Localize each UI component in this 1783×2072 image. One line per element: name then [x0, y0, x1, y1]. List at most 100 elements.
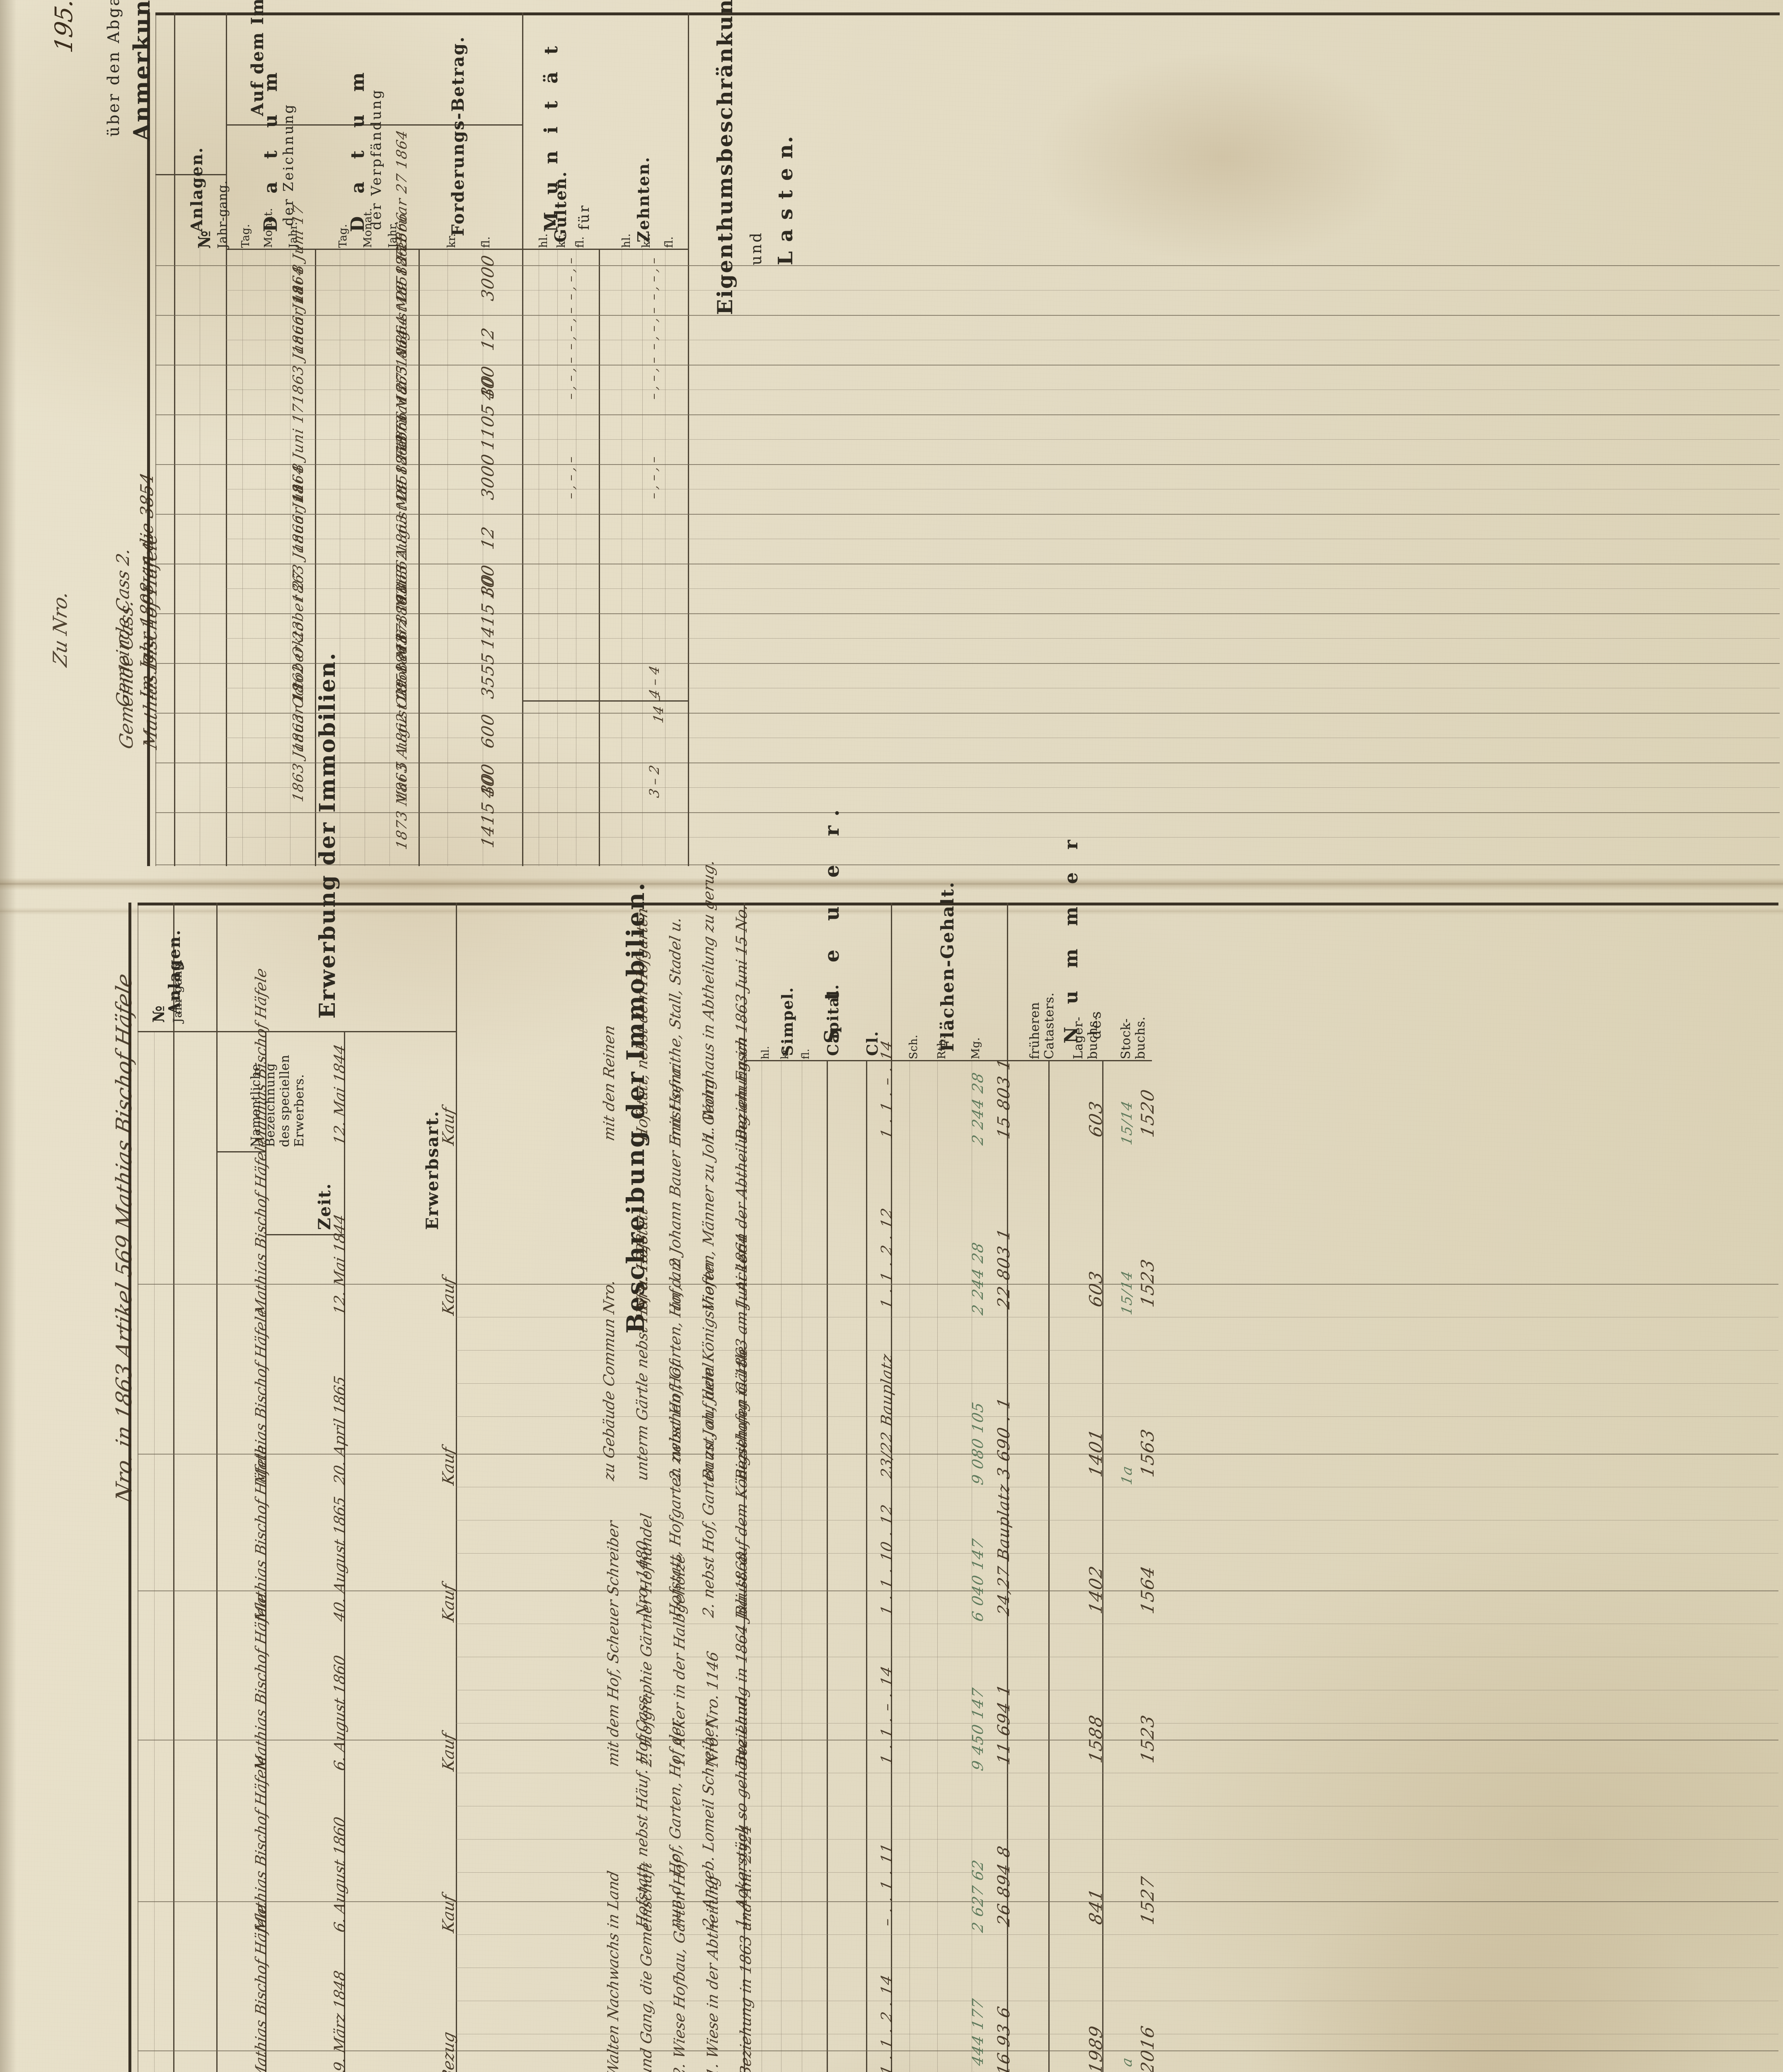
- entry-munitaet-zehnten-total: 14 –: [651, 693, 666, 725]
- cell-zeit: 40. August 1865: [331, 1495, 348, 1623]
- cell-flaeche-revised: 2 444 177: [970, 1997, 987, 2072]
- cell-erwerbsart: Kauf: [439, 1106, 457, 1147]
- mun-guelten-kr: [557, 249, 558, 866]
- unit-guelten-kr: kr.: [555, 233, 568, 248]
- cell-steuer: 1 . 1 . 10 . 12: [878, 1502, 895, 1617]
- cell-erwerbsart: Bezug: [439, 2030, 457, 2072]
- guide-line: [456, 1872, 1778, 1873]
- cell-beschreibung-l2: 2. nebst Hof, Garten zu Joh. Judel: [700, 1361, 717, 1619]
- entry-forderung: 1415 30: [479, 572, 498, 651]
- row-line: [155, 713, 1780, 714]
- cell-stockbuch: 1523: [1137, 1256, 1158, 1309]
- cell-beschreibung-l5: zu Gebäude Commun Nro.: [601, 1278, 618, 1482]
- cell-beschreibung-l5: mit den Reinen: [601, 1023, 618, 1143]
- hdr-band-erwerbung: [216, 1031, 456, 1032]
- erwerb-sep-erwerber-zeit: [265, 1031, 266, 2072]
- cell-stockbuch: 1520: [1137, 1087, 1158, 1139]
- guide-line: [456, 1416, 1778, 1417]
- guide-line: [456, 1934, 1778, 1935]
- entry-munitaet-guelten: – , – , –: [564, 256, 578, 302]
- header-anlagen-nr: №: [149, 1005, 168, 1023]
- cell-steuer: 23/22 Bauplatz: [878, 1352, 895, 1480]
- cell-lagerbuch: 603: [1086, 1268, 1106, 1309]
- cell-flaeche: 16 93 6: [994, 2004, 1014, 2072]
- guide-line: [456, 1553, 1778, 1554]
- hdr-band-erwerber: [216, 1151, 265, 1152]
- wandr-zeichnung-monat: [265, 249, 266, 866]
- table-frame-outer: [128, 903, 131, 2072]
- hdr-band-anmerkungen: [155, 174, 226, 175]
- cell-beschreibung-l2: 1. Wiese in der Abtheilung: [704, 1874, 721, 2072]
- col-sep-anlagen-jahrgang-nr: [154, 1031, 155, 2072]
- cell-stockbuch: 1564: [1137, 1563, 1158, 1616]
- cell-erwerber: Mathias Bischof Häfele: [253, 966, 270, 1147]
- mun-zehnten-kr: [642, 249, 643, 866]
- header-datum-verpfaendung: D a t u m: [347, 64, 368, 232]
- entry-forderung: 3555: [479, 651, 498, 700]
- table-frame-top: [138, 903, 1778, 905]
- header-eigenthumsbeschraenkungen: Eigenthumsbeschränkungen: [713, 0, 737, 315]
- cell-zeit: 12. Mai 1844: [331, 1213, 348, 1317]
- cell-flaeche-revised: 2 244 28: [970, 1240, 987, 1317]
- col-sep-steuer-flaeche: [891, 903, 892, 2072]
- cell-steuer: 1 . 1 . – . 14: [878, 1038, 895, 1140]
- guide-line: [226, 588, 1780, 589]
- cell-lagerbuch: 1989: [1086, 2023, 1106, 2072]
- cell-beschreibung-l4: und Gang, die Gemeinschaft: [638, 1860, 655, 2072]
- header-guelten: Gülten.: [551, 170, 570, 242]
- guide-line: [226, 787, 1780, 788]
- cell-flaeche: 11 694 1: [994, 1682, 1014, 1767]
- hdr-band-units: [226, 249, 688, 250]
- cell-erwerber: Mathias Bischof Häfele: [253, 1592, 270, 1772]
- header-anmerkungen: Anmerkungen: [128, 0, 155, 141]
- cell-stockbuch: 1523: [1137, 1712, 1158, 1765]
- cell-steuer: – . . 1 . 11: [878, 1841, 895, 1928]
- header-anlagen-jahrgang: Jahr-gang.: [171, 959, 184, 1023]
- cell-flaeche-revised: 6 040 147: [970, 1537, 987, 1623]
- cell-erwerbsart: Kauf: [439, 1893, 457, 1934]
- header-forderungsbetrag: Forderungs-Betrag.: [448, 36, 468, 236]
- header-anlagen-nr: №: [195, 230, 214, 249]
- cell-lagerbuch: 1402: [1086, 1563, 1106, 1616]
- erwerb-sep-zeit-art: [344, 1031, 345, 2072]
- entry-munitaet-zehnten: 3 – 2: [646, 763, 662, 799]
- header-anmerkungen-sub: über den Abgang.: [104, 0, 123, 137]
- entry-munitaet-zehnten: – , – , –: [646, 455, 661, 501]
- col-sep-anlagen-erwerbung: [216, 903, 218, 2072]
- unit-zeichnung-tag: Tag.: [240, 224, 252, 248]
- col-sep-anlagen: [173, 903, 174, 2072]
- cell-erwerbsart: Kauf: [439, 1731, 457, 1773]
- guide-line: [226, 837, 1780, 838]
- cell-beschreibung-l4: Hofstatt, nebst dem Hofgarten: [634, 906, 651, 1143]
- unit-zehnten-fl: fl.: [663, 236, 675, 248]
- signature-line-1: Mathias Bischof Häfele: [140, 530, 161, 751]
- cell-zeit: 6. August 1860: [331, 1815, 348, 1934]
- cell-beschreibung-l4: unterm Gärtle nebst Hof u. Hofstatt: [634, 1206, 651, 1482]
- guide-line: [226, 638, 1780, 639]
- header-cataster: früheren Catasters.: [1028, 992, 1057, 1059]
- cell-lagerbuch: 1401: [1086, 1426, 1106, 1479]
- col-sep-beschreibung-steuer: [744, 903, 745, 2072]
- summary-row-top: [522, 700, 688, 702]
- entry-forderung: 12: [479, 325, 498, 352]
- mun-sep: [599, 249, 600, 866]
- unit-guelten-hl: hl.: [537, 233, 550, 248]
- row-line: [155, 365, 1780, 366]
- header-lagerbuch: Lager-buchs.: [1071, 1016, 1100, 1059]
- guide-line: [456, 1350, 1778, 1351]
- entry-munitaet-zehnten: – , – , –: [646, 355, 661, 401]
- header-anlagen-jahrgang: Jahr-gang.: [215, 180, 230, 249]
- table-frame-top: [155, 12, 1780, 15]
- unit-zehnten-hl: hl.: [620, 233, 633, 248]
- cell-zeit: 19. März 1848: [331, 1969, 348, 2072]
- row-line: [138, 1590, 1778, 1591]
- flaeche-rth: [937, 1060, 938, 2072]
- cell-flaeche-revised: 2 627 62: [970, 1858, 987, 1934]
- cell-flaeche: 15 803 1: [994, 1056, 1014, 1141]
- cell-flaeche: 3 690 . 1: [994, 1395, 1014, 1481]
- row-line: [138, 1901, 1778, 1902]
- guide-line: [456, 1383, 1778, 1384]
- row-line: [155, 762, 1780, 763]
- header-flaechengehalt: Flächen-Gehalt.: [937, 881, 958, 1052]
